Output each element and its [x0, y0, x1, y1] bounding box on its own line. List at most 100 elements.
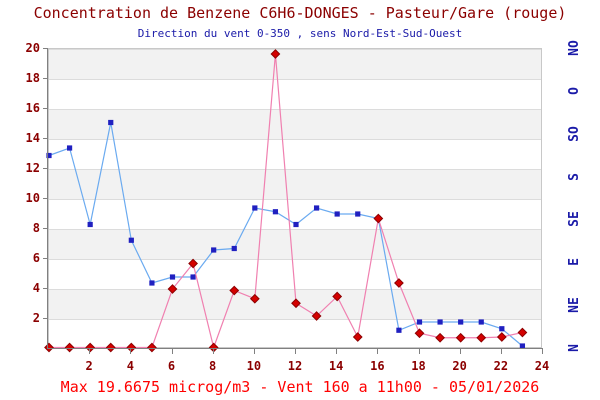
- x-axis-tick: [542, 349, 543, 354]
- y-axis-tick: [43, 198, 48, 199]
- y-axis-tick-label: 14: [25, 131, 40, 145]
- data-point-marker: [455, 332, 466, 343]
- data-point-marker: [85, 342, 96, 353]
- x-axis-tick: [418, 349, 420, 354]
- data-point-marker: [496, 332, 507, 342]
- gridline: [49, 139, 541, 140]
- y-axis-tick-label: 16: [25, 101, 40, 115]
- x-axis-tick: [212, 349, 214, 354]
- data-point-marker: [169, 274, 176, 280]
- gridline: [49, 169, 541, 170]
- x-axis-tick-label: 24: [534, 359, 550, 373]
- data-point-marker: [231, 245, 237, 252]
- data-point-marker: [44, 342, 54, 353]
- chart-subtitle: Direction du vent 0-350 , sens Nord-Est-…: [137, 27, 463, 40]
- x-axis-tick: [89, 349, 91, 354]
- y-axis-tick: [43, 138, 48, 139]
- y-axis-tick: [43, 78, 48, 79]
- right-axis-tick-label: NO: [567, 40, 582, 56]
- data-point-marker: [249, 293, 260, 304]
- right-axis-tick-label: SO: [567, 125, 582, 142]
- x-axis-tick: [130, 349, 132, 354]
- data-point-marker: [208, 342, 219, 353]
- data-point-marker: [229, 285, 240, 296]
- data-point-marker: [252, 205, 258, 211]
- data-point-marker: [270, 49, 281, 59]
- data-point-marker: [105, 342, 116, 353]
- y-axis-tick: [43, 108, 48, 109]
- data-point-marker: [108, 119, 114, 126]
- x-axis-tick-label: 4: [126, 359, 134, 373]
- data-point-marker: [190, 274, 196, 280]
- data-point-marker: [373, 213, 384, 224]
- x-axis-tick: [336, 349, 338, 354]
- data-point-marker: [332, 291, 343, 302]
- x-axis-tick: [377, 349, 379, 354]
- x-axis-tick-label: 10: [246, 359, 262, 373]
- gridline: [49, 79, 541, 80]
- data-point-marker: [291, 298, 301, 309]
- data-point-marker: [128, 237, 134, 243]
- data-point-marker: [517, 327, 528, 338]
- data-point-marker: [437, 319, 443, 325]
- data-point-marker: [311, 311, 322, 321]
- x-axis-tick: [253, 349, 255, 354]
- x-axis-tick: [171, 349, 173, 354]
- data-point-marker: [352, 332, 363, 342]
- data-point-marker: [64, 342, 75, 353]
- data-point-marker: [147, 342, 157, 353]
- y-axis-tick-label: 6: [32, 251, 40, 265]
- x-axis-tick-label: 6: [167, 359, 176, 373]
- y-axis-tick: [43, 48, 48, 49]
- data-point-marker: [293, 221, 299, 228]
- data-point-marker: [334, 211, 340, 217]
- data-point-marker: [458, 319, 464, 325]
- y-axis-tick: [43, 318, 48, 319]
- y-axis-tick-label: 4: [32, 281, 40, 295]
- x-axis-tick: [295, 349, 296, 354]
- data-point-marker: [188, 258, 198, 269]
- x-axis-tick-label: 12: [287, 359, 303, 373]
- data-point-marker: [394, 278, 404, 288]
- y-axis-tick-label: 12: [25, 161, 40, 175]
- data-point-marker: [435, 332, 445, 343]
- data-series-layer: [44, 49, 528, 353]
- data-point-marker: [416, 319, 423, 325]
- x-axis-tick-label: 14: [328, 359, 344, 373]
- data-point-marker: [519, 343, 526, 349]
- y-axis-tick-label: 20: [25, 41, 40, 55]
- footer-status-text: Max 19.6675 microg/m3 - Vent 160 a 11h00…: [60, 378, 540, 396]
- series-line-pasteur: [49, 53, 523, 350]
- right-axis-tick-label: NE: [567, 297, 582, 313]
- x-axis-tick-label: 8: [209, 359, 217, 373]
- y-axis-tick-label: 8: [32, 221, 40, 235]
- right-axis-tick-label: S: [567, 172, 582, 181]
- x-axis-tick-label: 20: [452, 359, 467, 373]
- y-axis-tick: [43, 288, 48, 289]
- data-point-marker: [211, 247, 217, 253]
- x-axis-tick: [459, 349, 461, 354]
- plot-area: [44, 48, 542, 353]
- x-axis-line: [48, 348, 543, 349]
- x-axis-tick-label: 18: [411, 359, 426, 373]
- gridline: [49, 49, 541, 50]
- y-axis-tick-label: 2: [32, 311, 40, 325]
- page-title: Concentration de Benzene C6H6-DONGES - P…: [33, 4, 567, 22]
- x-axis-tick-label: 16: [370, 359, 385, 373]
- data-point-marker: [313, 205, 320, 211]
- right-axis-tick-label: O: [567, 86, 582, 95]
- gridline: [49, 259, 541, 260]
- y-axis-tick: [43, 168, 48, 169]
- data-point-marker: [46, 152, 52, 159]
- data-point-marker: [272, 209, 279, 215]
- y-axis-tick-label: 10: [25, 191, 40, 205]
- data-point-marker: [167, 284, 178, 294]
- y-axis-tick-label: 18: [25, 71, 40, 85]
- plot-band: [49, 169, 541, 199]
- plot-band: [49, 49, 541, 79]
- right-axis-tick-label: E: [567, 258, 582, 267]
- data-point-marker: [87, 221, 93, 228]
- data-point-marker: [478, 319, 484, 325]
- data-point-marker: [476, 332, 487, 343]
